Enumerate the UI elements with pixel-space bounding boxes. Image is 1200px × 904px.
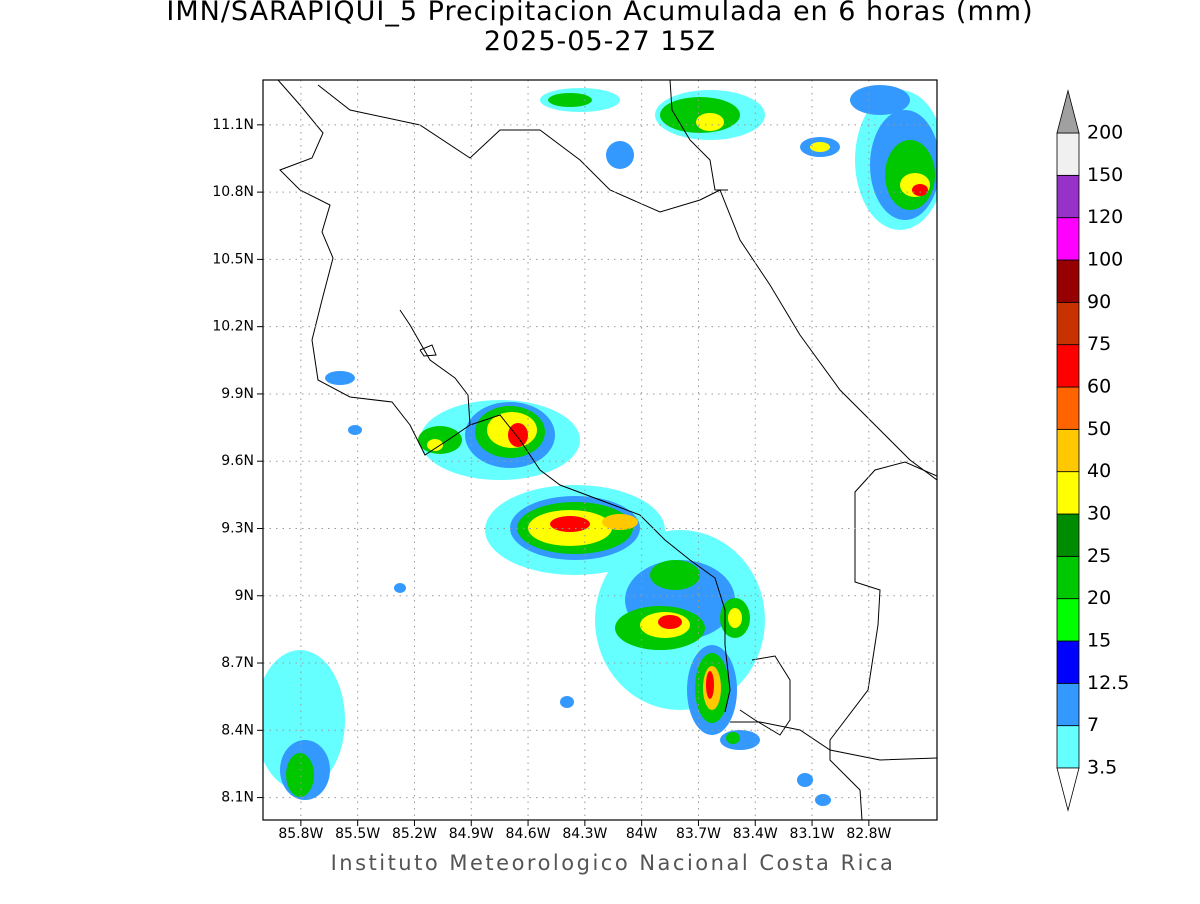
- lon-tick-label: 85.2W: [392, 826, 437, 842]
- lon-tick-label: 83.7W: [676, 826, 721, 842]
- colorbar-swatch: [1056, 301, 1080, 346]
- colorbar-swatch: [1056, 555, 1080, 600]
- lat-tick-label: 8.1N: [221, 790, 254, 806]
- colorbar-label: 200: [1087, 122, 1123, 144]
- lat-tick-label: 9.6N: [221, 453, 254, 469]
- lat-tick-label: 8.7N: [221, 655, 254, 671]
- colorbar-label: 75: [1087, 333, 1111, 355]
- colorbar: 3.5 7 12.5 15 20 25 30 40 50 60 75 90 100 120 150 200: [1056, 89, 1129, 812]
- lat-tick-label: 10.2N: [212, 319, 254, 335]
- colorbar-swatch: [1056, 217, 1080, 261]
- colorbar-swatch: [1056, 513, 1080, 557]
- colorbar-swatch: [1056, 682, 1080, 727]
- colorbar-swatch: [1056, 640, 1080, 684]
- colorbar-label: 3.5: [1087, 757, 1117, 779]
- lon-tick-label: 84.3W: [562, 826, 607, 842]
- colorbar-swatch: [1056, 259, 1080, 303]
- colorbar-swatch: [1056, 471, 1080, 515]
- lat-tick-label: 9.9N: [221, 386, 254, 402]
- lon-tick-label: 83.1W: [790, 826, 835, 842]
- precip-cell: [418, 400, 831, 806]
- colorbar-label: 7: [1087, 714, 1099, 736]
- colorbar-swatch: [1056, 725, 1080, 769]
- lon-tick-label: 84W: [626, 826, 658, 842]
- colorbar-label: 120: [1087, 206, 1123, 228]
- lat-tick-label: 10.5N: [212, 251, 254, 267]
- colorbar-label: 150: [1087, 164, 1123, 186]
- lon-tick-label: 85.8W: [278, 826, 323, 842]
- lon-tick-label: 85.5W: [335, 826, 380, 842]
- colorbar-label: 20: [1087, 587, 1111, 609]
- lon-tick-label: 84.6W: [506, 826, 551, 842]
- colorbar-swatch: [1056, 344, 1080, 388]
- map-subtitle: 2025-05-27 15Z: [484, 26, 716, 57]
- map-title: IMN/SARAPIQUI_5 Precipitacion Acumulada …: [166, 0, 1033, 27]
- colorbar-swatch: [1056, 428, 1080, 473]
- colorbar-label: 12.5: [1087, 672, 1129, 694]
- lat-tick-label: 10.8N: [212, 184, 254, 200]
- map-frame: [262, 79, 938, 821]
- lon-tick-label: 84.9W: [449, 826, 494, 842]
- colorbar-swatch: [1056, 386, 1080, 430]
- colorbar-label: 15: [1087, 630, 1111, 652]
- coastline: [277, 80, 937, 820]
- precip-cell: [540, 85, 937, 230]
- colorbar-label: 100: [1087, 249, 1123, 271]
- colorbar-swatch: [1056, 174, 1080, 219]
- colorbar-label: 90: [1087, 291, 1111, 313]
- lat-tick-label: 8.4N: [221, 722, 254, 738]
- graticule: [263, 80, 937, 820]
- precip-cell: [263, 371, 406, 800]
- colorbar-label: 60: [1087, 376, 1111, 398]
- colorbar-over: [1056, 89, 1080, 134]
- footer-credit: Instituto Meteorologico Nacional Costa R…: [331, 851, 896, 875]
- colorbar-label: 30: [1087, 503, 1111, 525]
- colorbar-swatch: [1056, 598, 1080, 642]
- colorbar-label: 40: [1087, 460, 1111, 482]
- lat-tick-label: 11.1N: [212, 117, 254, 133]
- lon-tick-label: 82.8W: [846, 826, 891, 842]
- colorbar-label: 50: [1087, 418, 1111, 440]
- colorbar-under: [1056, 767, 1080, 812]
- lat-tick-label: 9N: [235, 588, 254, 604]
- lat-tick-label: 9.3N: [221, 520, 254, 536]
- axis-ticks: 85.8W 85.5W 85.2W 84.9W 84.6W 84.3W 84W 83.7W 83…: [212, 117, 891, 842]
- colorbar-label: 25: [1087, 545, 1111, 567]
- lon-tick-label: 83.4W: [733, 826, 778, 842]
- precipitation-field: [263, 80, 937, 820]
- colorbar-swatch: [1056, 132, 1080, 176]
